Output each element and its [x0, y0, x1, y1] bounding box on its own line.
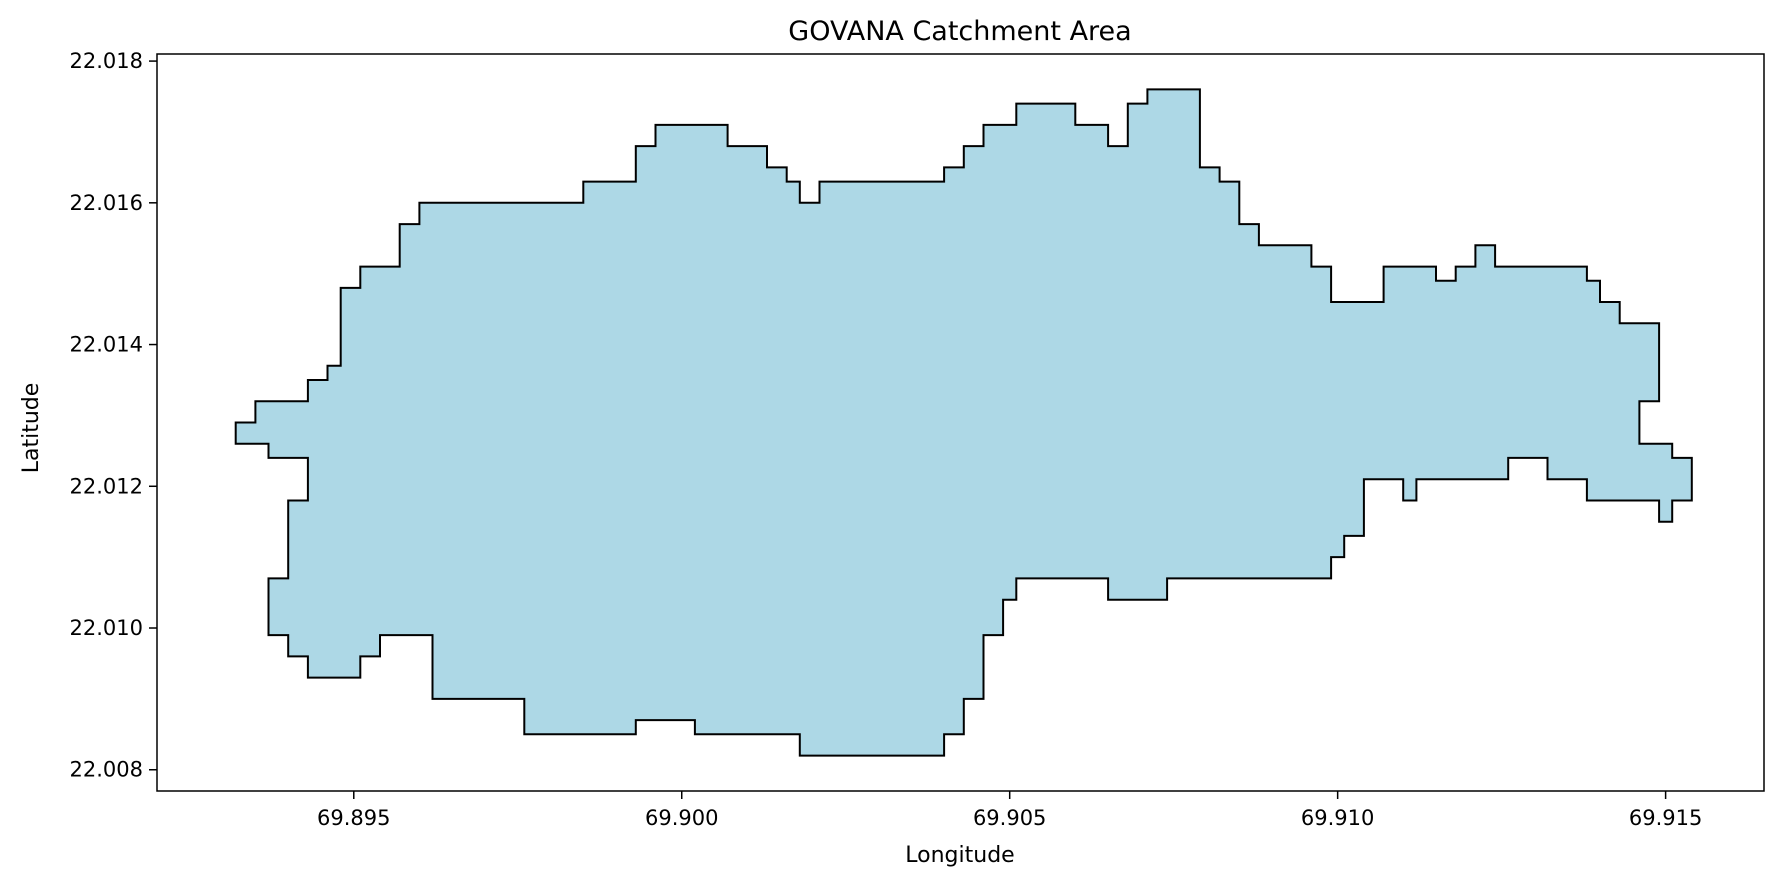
- x-axis-ticks: 69.895 69.900 69.905 69.910 69.915: [317, 791, 1702, 830]
- plot-area-frame: [156, 53, 1765, 792]
- x-tick-label: 69.910: [1301, 806, 1374, 830]
- catchment-polygon: [234, 88, 1693, 757]
- y-tick-label: 22.010: [70, 616, 143, 640]
- chart-title: GOVANA Catchment Area: [788, 16, 1131, 47]
- y-tick-label: 22.012: [70, 474, 143, 498]
- y-tick-label: 22.008: [70, 758, 143, 782]
- y-axis-label: Latitude: [19, 383, 44, 474]
- y-tick-label: 22.018: [70, 49, 143, 73]
- x-axis-label: Longitude: [905, 843, 1014, 868]
- x-tick-label: 69.900: [645, 806, 718, 830]
- x-tick-label: 69.895: [317, 806, 390, 830]
- x-tick-label: 69.915: [1629, 806, 1702, 830]
- y-tick-label: 22.014: [70, 333, 143, 357]
- y-tick-label: 22.016: [70, 191, 143, 215]
- y-axis-ticks: 22.008 22.010 22.012 22.014 22.016 22.018: [70, 49, 157, 782]
- x-tick-label: 69.905: [973, 806, 1046, 830]
